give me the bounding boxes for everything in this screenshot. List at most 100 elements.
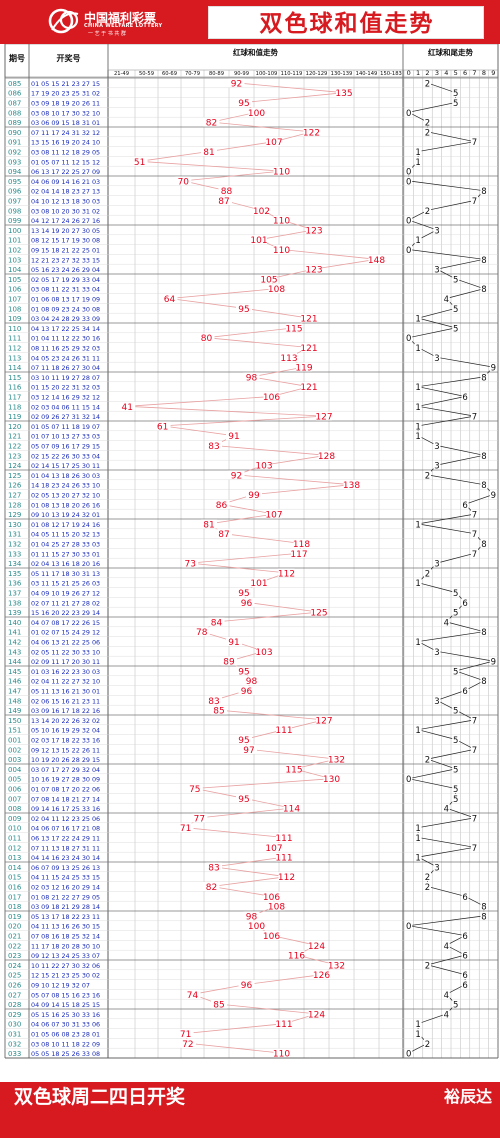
sum-range-label: 130-139 [331, 71, 353, 77]
sum-point: 98 [246, 912, 258, 922]
draw-numbers: 02 15 22 26 30 33 04 [31, 452, 100, 460]
issue-label: 121 [8, 433, 21, 441]
draw-numbers: 04 06 07 30 31 33 06 [31, 1021, 100, 1029]
sum-label-bg [226, 431, 242, 441]
sum-label-bg [248, 107, 265, 117]
sum-label-bg [306, 264, 322, 274]
issue-label: 138 [8, 599, 21, 607]
sum-label-bg [236, 793, 252, 803]
tail-label-bg [480, 627, 488, 637]
draw-numbers: 04 06 09 14 16 21 03 [31, 178, 100, 186]
sum-label-bg [238, 980, 255, 989]
tail-digit-label: 5 [454, 69, 458, 77]
tail-label-bg [480, 911, 488, 921]
sum-point: 106 [263, 932, 280, 942]
issue-label: 130 [8, 521, 21, 529]
sum-range-label: 50-59 [139, 71, 154, 77]
draw-numbers: 17 19 20 23 25 31 02 [31, 90, 100, 98]
tail-label-bg [414, 852, 422, 862]
draw-numbers: 08 11 16 25 29 32 03 [31, 345, 100, 353]
sum-label-bg [286, 764, 302, 774]
tail-label-bg [414, 156, 422, 166]
sum-label-bg [236, 666, 252, 676]
draw-numbers: 03 06 09 15 18 31 01 [31, 119, 100, 127]
draw-numbers: 05 05 18 25 26 33 08 [31, 1050, 100, 1058]
issue-column-header: 期号 [9, 53, 25, 63]
tail-label-bg [424, 960, 431, 970]
sum-label-bg [179, 1038, 196, 1048]
tail-point: 2 [425, 873, 430, 883]
tail-point: 7 [472, 716, 477, 726]
issue-label: 127 [8, 492, 21, 500]
issue-label: 087 [8, 100, 21, 108]
issue-label: 111 [8, 335, 21, 343]
header-bar: 中国福利彩票 CHINA WELFARE LOTTERY 一 艺 于 书 共 群… [0, 0, 500, 44]
tail-digit-label: 3 [435, 69, 439, 77]
sum-point: 121 [300, 383, 317, 393]
sum-label-bg [206, 862, 222, 872]
issue-label: 014 [8, 864, 22, 872]
issue-label: 134 [8, 560, 22, 568]
tail-point: 5 [453, 609, 458, 619]
issue-label: 096 [8, 188, 22, 196]
tail-point: 0 [406, 168, 411, 178]
sum-label-bg [131, 156, 148, 166]
issue-label: 026 [8, 982, 22, 990]
draw-numbers: 13 15 16 19 20 24 10 [31, 139, 100, 147]
tail-label-bg [461, 392, 469, 401]
tail-label-bg [480, 284, 488, 294]
tail-label-bg [480, 254, 488, 264]
tail-point: 0 [406, 1050, 411, 1060]
tail-label-bg [424, 872, 431, 882]
tail-label-bg [471, 529, 478, 539]
tail-point: 6 [462, 952, 467, 962]
tail-point: 4 [444, 1010, 449, 1020]
sum-label-bg [216, 196, 232, 205]
tail-label-bg [471, 137, 478, 147]
sum-label-bg [266, 842, 282, 852]
issue-label: 016 [8, 884, 22, 892]
tail-label-bg [442, 989, 450, 999]
tail-point: 0 [406, 922, 411, 932]
draw-numbers: 04 06 07 16 17 21 08 [31, 825, 100, 833]
tail-point: 8 [481, 285, 486, 295]
sum-label-bg [301, 343, 317, 352]
sum-point: 71 [180, 1030, 191, 1040]
tail-label-bg [414, 725, 422, 735]
issue-label: 097 [8, 198, 21, 206]
draw-numbers: 01 07 10 13 27 33 03 [31, 433, 100, 441]
sum-label-bg [263, 891, 280, 901]
sum-label-bg [177, 1029, 194, 1038]
draw-numbers: 04 14 16 23 24 30 14 [31, 854, 100, 862]
tail-point: 3 [434, 354, 439, 364]
issue-label: 002 [8, 746, 21, 754]
issue-label: 109 [8, 315, 21, 323]
draw-numbers: 10 16 19 27 28 30 09 [31, 776, 100, 784]
draw-numbers: 12 15 21 23 25 30 02 [31, 972, 100, 980]
sum-label-bg [308, 940, 325, 950]
sum-label-bg [236, 735, 252, 744]
sum-point: 72 [182, 1040, 193, 1050]
tail-point: 9 [491, 491, 496, 501]
draw-numbers: 02 06 15 16 21 23 11 [31, 697, 100, 705]
draw-numbers: 01 08 12 17 19 24 16 [31, 521, 100, 529]
tail-point: 4 [444, 942, 449, 952]
tail-point: 5 [453, 667, 458, 677]
numbers-column-header: 开奖号 [57, 53, 81, 63]
tail-label-bg [424, 754, 431, 764]
sum-label-bg [311, 607, 327, 617]
tail-label-bg [424, 882, 431, 891]
sum-label-bg [236, 303, 252, 313]
tail-point: 7 [472, 844, 477, 854]
issue-label: 144 [8, 658, 22, 666]
sum-point: 95 [238, 667, 249, 677]
sum-range-label: 80-89 [209, 71, 224, 77]
tail-label-bg [480, 450, 488, 460]
issue-label: 147 [8, 688, 21, 696]
tail-label-bg [452, 588, 460, 597]
sum-label-bg [278, 872, 295, 882]
sum-label-bg [261, 274, 277, 284]
tail-label-bg [405, 774, 413, 784]
draw-numbers: 04 09 14 15 18 25 15 [31, 1001, 100, 1009]
tail-point: 8 [481, 912, 486, 922]
